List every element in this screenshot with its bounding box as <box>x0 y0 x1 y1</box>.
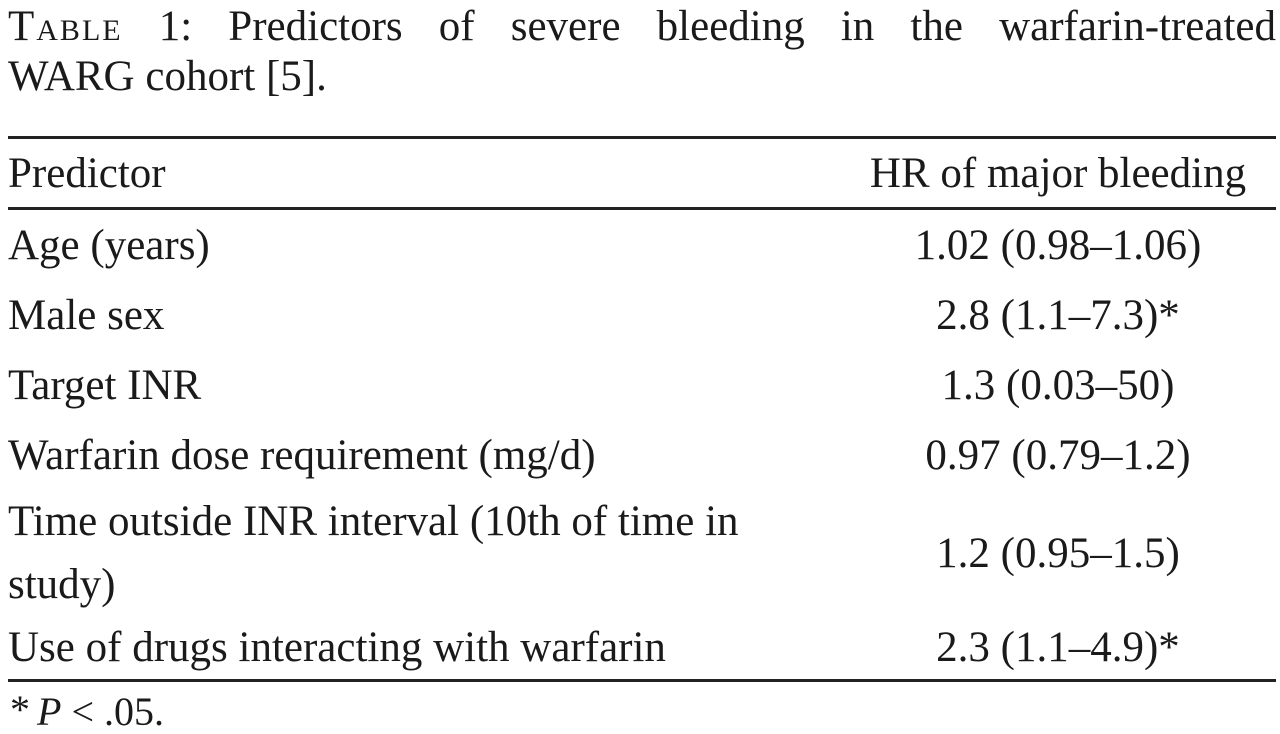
predictor-cell: Time outside INR interval (10th of time … <box>8 498 739 608</box>
hr-value-cell: 0.97 (0.79–1.2) <box>925 431 1191 479</box>
footnote-asterisk-marker: * <box>10 687 30 732</box>
caption-line-1: Table 1: Predictors of severe bleeding i… <box>8 2 1276 52</box>
table-row: Use of drugs interacting with warfarin 2… <box>8 616 1276 682</box>
predictor-cell: Use of drugs interacting with warfarin <box>8 616 840 682</box>
caption-line-2: WARG cohort [5]. <box>8 53 327 100</box>
table-row: Warfarin dose requirement (mg/d) 0.97 (0… <box>8 420 1276 490</box>
column-header-predictor: Predictor <box>8 136 840 210</box>
footnote-p-variable: P <box>37 689 62 734</box>
footnote-threshold-text: < .05. <box>71 689 164 734</box>
table-body: Age (years) 1.02 (0.98–1.06) Male sex 2.… <box>8 209 1276 682</box>
hr-value-cell: 2.8 (1.1–7.3)* <box>936 291 1180 339</box>
caption-title-text: 1: Predictors of severe bleeding in the … <box>158 3 1277 50</box>
predictors-table: Predictor HR of major bleeding Age (year… <box>8 136 1276 682</box>
table-header: Predictor HR of major bleeding <box>8 136 1276 210</box>
predictor-cell: Warfarin dose requirement (mg/d) <box>8 431 596 479</box>
caption-table-label: Table <box>8 3 123 50</box>
column-header-hr: HR of major bleeding <box>840 136 1276 210</box>
table-row: Time outside INR interval (10th of time … <box>8 490 1276 616</box>
hr-value-cell: 1.3 (0.03–50) <box>941 361 1175 409</box>
hr-value-cell: 1.02 (0.98–1.06) <box>914 221 1202 269</box>
table-caption: Table 1: Predictors of severe bleeding i… <box>8 2 1276 102</box>
table-footnote: * P < .05. <box>8 687 1276 734</box>
table-row: Target INR 1.3 (0.03–50) <box>8 350 1276 420</box>
table-row: Age (years) 1.02 (0.98–1.06) <box>8 209 1276 281</box>
predictor-cell: Male sex <box>8 291 165 339</box>
hr-value-cell: 2.3 (1.1–4.9)* <box>840 616 1276 682</box>
predictor-cell: Age (years) <box>8 221 210 269</box>
predictor-cell: Target INR <box>8 361 202 409</box>
header-row: Predictor HR of major bleeding <box>8 136 1276 210</box>
table-row: Male sex 2.8 (1.1–7.3)* <box>8 280 1276 350</box>
hr-value-cell: 1.2 (0.95–1.5) <box>936 529 1180 577</box>
